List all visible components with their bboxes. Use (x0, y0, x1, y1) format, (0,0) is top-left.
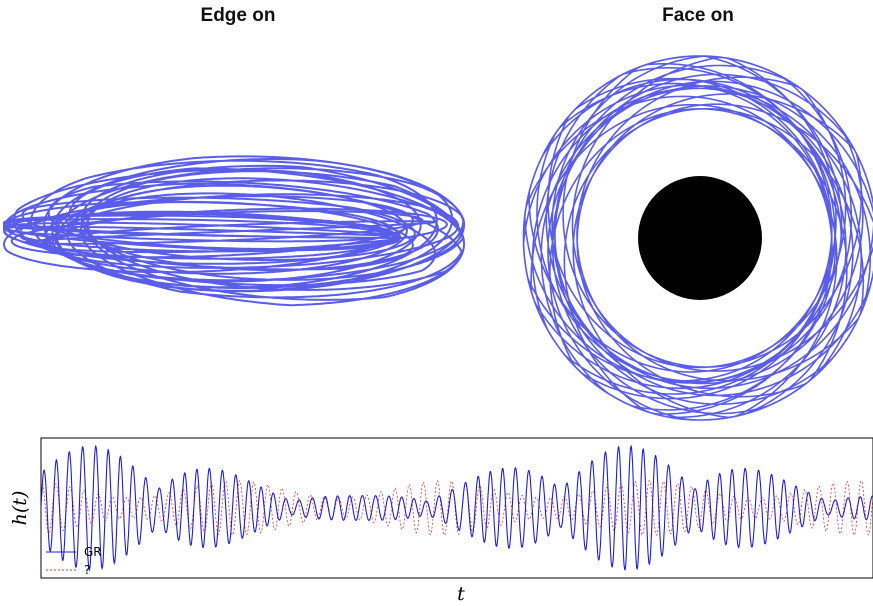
y-axis-label: h(t) (9, 491, 31, 526)
series-line-gr (41, 444, 873, 572)
face-on-orbit-line (522, 55, 873, 421)
legend-label-question: ? (84, 563, 90, 577)
legend-label-gr: GR (84, 545, 102, 559)
series-line-question (41, 480, 873, 536)
edge-on-title: Edge on (200, 5, 276, 26)
face-on-title: Face on (662, 5, 734, 26)
edge-on-orbit-line (3, 155, 465, 307)
edge-on-orbit-plot (3, 155, 465, 307)
waveform-plot: GR ? t h(t) (9, 437, 873, 605)
face-on-orbit-plot (522, 55, 873, 421)
x-axis-label: t (457, 583, 465, 605)
legend: GR ? (46, 545, 102, 577)
black-hole-disk (638, 176, 762, 300)
